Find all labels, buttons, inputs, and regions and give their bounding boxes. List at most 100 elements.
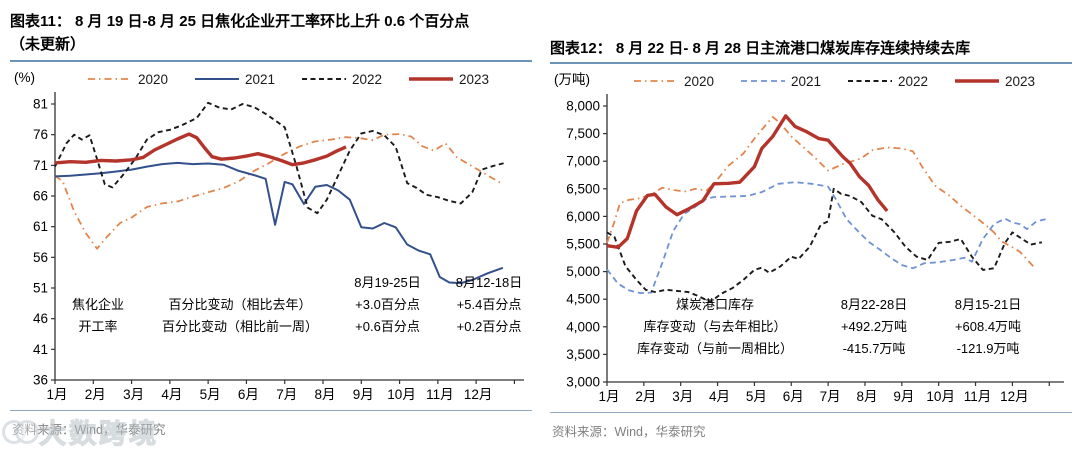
x-tick-label: 6月: [238, 387, 259, 402]
figure-11-source: 资料来源：Wind，华泰研究: [10, 410, 532, 438]
annotation-cell: 百分比变动（相比前一周）: [161, 318, 318, 334]
y-tick-label: 36: [33, 373, 48, 388]
y-tick-label: 46: [33, 311, 48, 326]
series-line-2022: [54, 101, 506, 215]
annotation-cell: +0.2百分点: [456, 318, 522, 334]
x-tick-label: 4月: [161, 387, 182, 402]
figure-11-chart: (%) 2020 2021 2022 2023 81 76 71 66 61 56 51 46 41 36 1…: [10, 64, 534, 410]
series-line-2020: [54, 133, 504, 250]
x-tick-label: 9月: [893, 389, 914, 404]
annotation-cell: +5.4百分点: [456, 296, 522, 312]
figure-12-line-chart: (万吨) 2020 2021 2022 2023 8,000 7,500 7,000 6,500…: [554, 72, 1064, 404]
x-tick-label: 1月: [598, 389, 619, 404]
series-line-2021: [54, 161, 504, 285]
annotation-cell: 8月12-18日: [455, 275, 523, 290]
annotation-cell: -121.9万吨: [956, 340, 1020, 356]
figure-11-title-line2: （未更新）: [10, 36, 86, 54]
annotation-cell: 8月15-21日: [954, 297, 1022, 312]
figure-12-title: 图表12： 8 月 22 日- 8 月 28 日主流港口煤炭库存连续持续去库: [550, 10, 1072, 64]
annotation-cell: 库存变动（与前一周相比）: [636, 340, 793, 356]
annotation-cell: [142, 276, 338, 291]
x-tick-label: 8月: [314, 387, 335, 402]
x-tick-label: 10月: [387, 387, 416, 402]
y-tick-label: 4,500: [566, 292, 600, 307]
legend-label-2020: 2020: [684, 74, 714, 89]
figure-11-line-chart: (%) 2020 2021 2022 2023817671666156514641361…: [14, 70, 524, 402]
y-tick-label: 7,500: [566, 126, 600, 141]
y-tick-label: 8,000: [566, 99, 600, 114]
figure-12-title-line1: 图表12： 8 月 22 日- 8 月 28 日主流港口煤炭库存连续持续去库: [550, 39, 971, 57]
series-line-2020: [606, 116, 1036, 269]
x-tick-label: 10月: [926, 389, 955, 404]
x-tick-label: 2月: [85, 387, 106, 402]
figure-11-title-line1: 图表11： 8 月 19 日-8 月 25 日焦化企业开工率环比上升 0.6 个…: [10, 13, 470, 30]
y-tick-label: 66: [33, 189, 48, 204]
panel-figure-11: 图表11： 8 月 19 日-8 月 25 日焦化企业开工率环比上升 0.6 个…: [2, 10, 534, 449]
annotation-cell: +0.6百分点: [355, 318, 420, 334]
annotation-cell: [54, 276, 142, 291]
annotation-cell: -415.7万吨: [842, 340, 906, 356]
annotation-cell: 煤炭港口库存: [675, 297, 754, 312]
y-tick-label: 4,000: [566, 319, 600, 334]
x-tick-label: 6月: [783, 389, 804, 404]
y-tick-label: 71: [33, 158, 48, 173]
figure-12-source: 资料来源：Wind，华泰研究: [550, 412, 1072, 440]
x-tick-label: 9月: [353, 387, 374, 402]
source-text: 资料来源：Wind，华泰研究: [12, 423, 166, 437]
y-tick-label: 5,500: [566, 237, 600, 252]
annotation-cell: 8月22-28日: [840, 297, 908, 312]
annotation-cell: +608.4万吨: [954, 318, 1022, 334]
annotation-cell: 8月19-25日: [354, 275, 421, 290]
x-tick-label: 11月: [964, 389, 992, 404]
y-tick-label: 81: [33, 97, 48, 112]
series-line-2022: [606, 187, 1043, 303]
series-line-2021: [606, 181, 1046, 295]
panel-figure-12: 图表12： 8 月 22 日- 8 月 28 日主流港口煤炭库存连续持续去库 (…: [540, 0, 1080, 451]
legend-label-2022: 2022: [352, 72, 382, 87]
y-tick-label: 56: [33, 250, 48, 265]
y-tick-label: 6,000: [566, 209, 600, 224]
x-tick-label: 4月: [709, 389, 730, 404]
y-tick-label: 7,000: [566, 154, 600, 169]
figure-12-annotation-table: 煤炭港口库存 8月22-28日 8月15-21日 库存变动（与去年相比） +49…: [612, 297, 1046, 357]
x-tick-label: 5月: [746, 389, 767, 404]
x-tick-label: 1月: [46, 387, 67, 402]
annotation-cell: 库存变动（与去年相比）: [643, 318, 787, 334]
figure-11-title: 图表11： 8 月 19 日-8 月 25 日焦化企业开工率环比上升 0.6 个…: [10, 10, 532, 62]
annotation-cell: +3.0百分点: [355, 296, 420, 312]
x-tick-label: 2月: [635, 389, 656, 404]
y-tick-label: 76: [33, 127, 48, 142]
y-axis-unit-label: (%): [14, 70, 35, 85]
annotation-cell: 百分比变动（相比去年）: [168, 296, 312, 312]
y-tick-label: 3,500: [566, 347, 600, 362]
x-tick-label: 3月: [672, 389, 693, 404]
legend-label-2023: 2023: [1005, 74, 1035, 89]
legend-label-2023: 2023: [459, 72, 489, 87]
y-tick-label: 5,000: [566, 264, 600, 279]
x-tick-label: 7月: [820, 389, 841, 404]
annotation-cell: 焦化企业: [71, 296, 124, 312]
legend-label-2020: 2020: [138, 72, 168, 87]
y-tick-label: 51: [33, 281, 48, 296]
annotation-cell: +492.2万吨: [840, 318, 908, 334]
source-text: 资料来源：Wind，华泰研究: [552, 425, 706, 439]
figure-12-chart: (万吨) 2020 2021 2022 2023 8,000 7,500 7,000 6,500…: [550, 66, 1074, 412]
y-tick-label: 6,500: [566, 181, 600, 196]
y-tick-label: 3,000: [566, 375, 600, 390]
x-tick-label: 12月: [464, 387, 493, 402]
legend-label-2022: 2022: [898, 74, 928, 89]
x-tick-label: 8月: [856, 389, 877, 404]
legend-label-2021: 2021: [245, 72, 275, 87]
legend-label-2021: 2021: [791, 74, 821, 89]
x-tick-label: 5月: [200, 387, 221, 402]
series-line-2023: [54, 132, 347, 167]
y-tick-label: 61: [33, 219, 48, 234]
x-tick-label: 12月: [1000, 389, 1029, 404]
series-line-2023: [606, 114, 889, 250]
x-tick-label: 11月: [426, 387, 454, 402]
y-axis-unit-label: (万吨): [554, 72, 590, 87]
x-tick-label: 7月: [276, 387, 297, 402]
x-tick-label: 3月: [123, 387, 144, 402]
figure-11-annotation-table: 8月19-25日 8月12-18日 焦化企业 百分比变动（相比去年） +3.0百…: [54, 275, 541, 335]
